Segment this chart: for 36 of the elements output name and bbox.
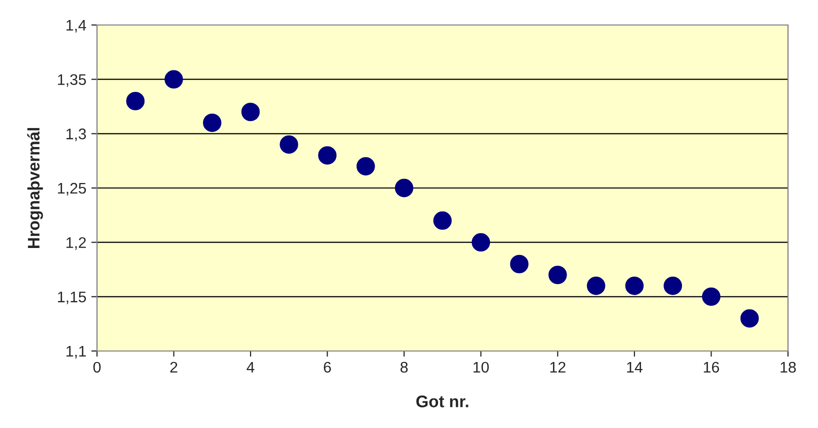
x-tick-label: 10 xyxy=(474,362,489,373)
point xyxy=(548,266,567,284)
point xyxy=(510,254,528,274)
y-tick-label: 1,25 xyxy=(58,182,86,196)
point xyxy=(586,276,606,295)
point xyxy=(394,178,414,198)
point xyxy=(625,276,644,295)
y-tick-label: 1,15 xyxy=(58,292,86,304)
x-tick-label: 2 xyxy=(170,362,178,372)
point xyxy=(241,102,260,122)
x-tick-label: 6 xyxy=(324,362,331,373)
point xyxy=(202,114,222,132)
y-tick-label: 1,35 xyxy=(58,74,86,87)
point xyxy=(280,135,298,154)
x-tick-label: 18 xyxy=(780,362,796,373)
point xyxy=(164,70,183,89)
y-axis-title: Hrognaþvermál xyxy=(27,128,43,248)
point xyxy=(472,233,490,252)
point xyxy=(126,92,145,110)
y-tick-label: 1,1 xyxy=(66,346,86,358)
point xyxy=(356,157,375,176)
x-tick-label: 8 xyxy=(400,362,408,373)
point xyxy=(433,211,452,230)
x-tick-label: 14 xyxy=(627,362,642,372)
x-tick-label: 0 xyxy=(93,362,101,373)
x-axis-title: Got nr. xyxy=(416,396,468,408)
x-tick-label: 12 xyxy=(550,362,566,372)
y-tick-label: 1,4 xyxy=(66,20,86,32)
point xyxy=(664,276,682,295)
point xyxy=(702,287,720,306)
y-tick-label: 1,2 xyxy=(66,237,86,250)
y-tick-label: 1,3 xyxy=(66,128,86,142)
x-tick-label: 4 xyxy=(246,362,254,372)
point xyxy=(318,146,337,165)
point xyxy=(740,309,759,328)
x-tick-label: 16 xyxy=(704,362,720,373)
